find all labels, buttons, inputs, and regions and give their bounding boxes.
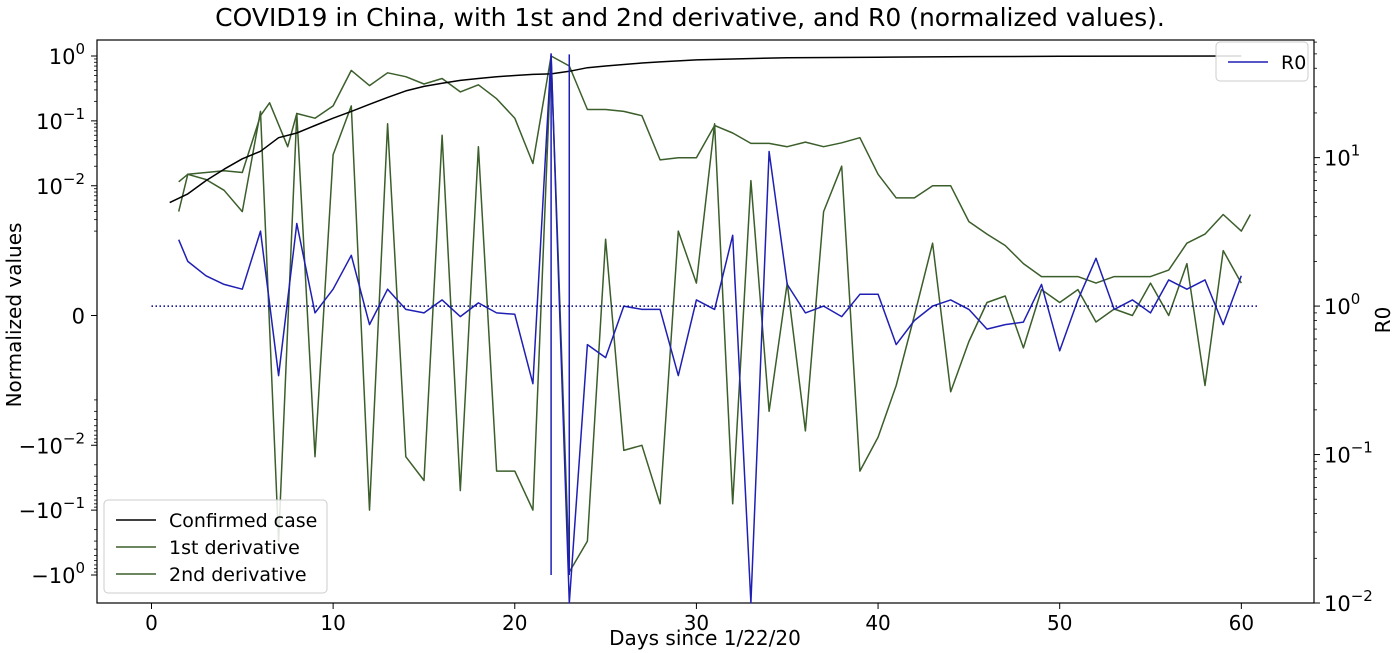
y2-tick-exponent: 0 xyxy=(1351,290,1361,308)
y-tick-label: −10−2 xyxy=(19,429,85,458)
y2-tick-exponent: 1 xyxy=(1351,142,1361,160)
series-line-confirmed-case xyxy=(169,55,1242,204)
y-tick-label: −100 xyxy=(31,559,85,588)
plot-area xyxy=(96,39,1315,604)
y-tick-label: 10−2 xyxy=(36,170,85,199)
y-tick-exponent: −1 xyxy=(63,105,85,123)
legend-upper-right: R0 xyxy=(1215,41,1309,82)
x-tick-label: 30 xyxy=(684,611,709,635)
y2-tick-label: 100 xyxy=(1324,290,1360,319)
y2-tick-label: 101 xyxy=(1324,142,1360,171)
y-tick-label: 10−1 xyxy=(36,105,85,134)
legend-label: 1st derivative xyxy=(169,537,300,559)
y-tick-base: 10 xyxy=(36,110,63,134)
y-tick-base: 10 xyxy=(36,175,63,199)
x-tick-label: 0 xyxy=(145,611,158,635)
chart-title: COVID19 in China, with 1st and 2nd deriv… xyxy=(215,3,1165,32)
x-tick-label: 60 xyxy=(1229,611,1254,635)
legend-lower-left: Confirmed case 1st derivative 2nd derivati… xyxy=(103,499,328,594)
x-tick-label: 10 xyxy=(320,611,345,635)
x-axis-label: Days since 1/22/20 xyxy=(609,626,801,650)
legend-label: 2nd derivative xyxy=(169,564,307,586)
y2-tick-exponent: −1 xyxy=(1351,439,1373,457)
y-tick-exponent: −2 xyxy=(63,170,85,188)
y2-tick-base: 10 xyxy=(1324,147,1351,171)
y-tick-base: −10 xyxy=(31,564,75,588)
y-tick-base: 10 xyxy=(49,45,76,69)
series-line-r0 xyxy=(178,53,1243,604)
series-line-1st-derivative xyxy=(177,55,1252,284)
x-tick-label: 50 xyxy=(1047,611,1072,635)
legend-label: R0 xyxy=(1281,52,1306,74)
y-axis-label: Normalized values xyxy=(2,223,26,408)
y2-tick-base: 10 xyxy=(1324,295,1351,319)
y-tick-base: −10 xyxy=(19,434,63,458)
y-tick-exponent: 0 xyxy=(75,559,85,577)
y2-tick-label: 10−2 xyxy=(1324,587,1373,616)
x-tick-label: 20 xyxy=(502,611,527,635)
x-tick-label: 40 xyxy=(865,611,890,635)
y-tick-exponent: 0 xyxy=(75,40,85,58)
y-tick-label: 0 xyxy=(72,305,85,329)
series-line-2nd-derivative xyxy=(178,55,1242,573)
y2-tick-base: 10 xyxy=(1324,444,1351,468)
y2-tick-base: 10 xyxy=(1324,592,1351,616)
y-tick-label: 100 xyxy=(49,40,85,69)
legend-box xyxy=(103,499,328,594)
x-axis: 0 10 20 30 40 50 60 xyxy=(145,603,1254,635)
y-tick-exponent: −1 xyxy=(63,494,85,512)
y-tick-exponent: −2 xyxy=(63,429,85,447)
legend-label: Confirmed case xyxy=(169,510,317,532)
y2-tick-exponent: −2 xyxy=(1351,587,1373,605)
y2-tick-label: 10−1 xyxy=(1324,439,1373,468)
y-tick-base: 0 xyxy=(72,305,85,329)
y-tick-label: −10−1 xyxy=(19,494,85,523)
series-layer xyxy=(169,53,1252,604)
y2-axis-label: R0 xyxy=(1371,307,1395,334)
plot-frame xyxy=(96,39,1315,604)
y-tick-base: −10 xyxy=(19,499,63,523)
